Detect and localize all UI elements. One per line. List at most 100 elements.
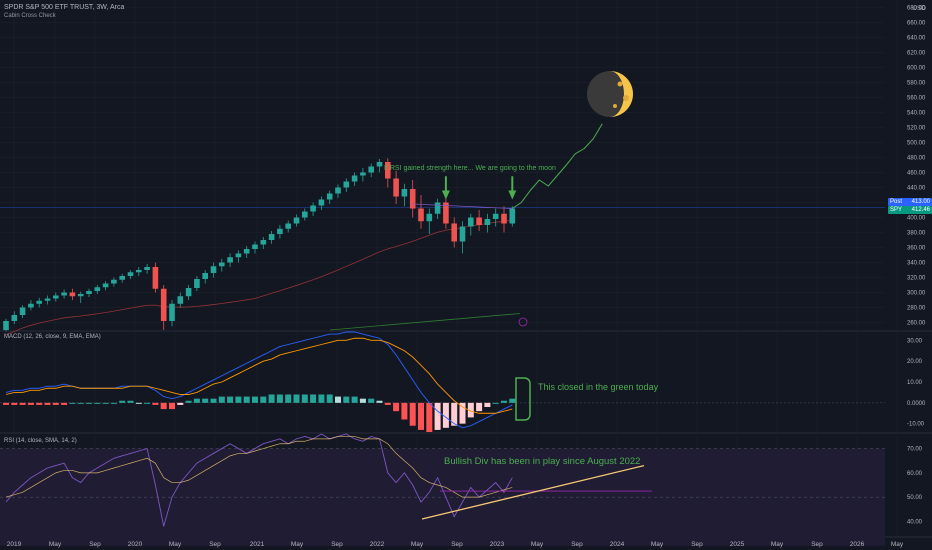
candle-body — [335, 187, 341, 194]
resistance-trendline — [412, 203, 513, 209]
candle-body — [260, 240, 267, 245]
macd-histogram-bar — [102, 402, 109, 404]
y-tick-label: 560.00 — [907, 96, 926, 102]
macd-histogram-bar — [235, 396, 242, 403]
candle-body — [136, 270, 142, 273]
macd-histogram-bar — [492, 402, 499, 404]
rsi-pane — [5, 433, 652, 527]
y-tick-label: 580.00 — [907, 81, 926, 87]
macd-histogram-bar — [326, 394, 333, 403]
macd-indicator-label[interactable]: MACD (12, 26, close, 9, EMA, EMA) — [4, 334, 101, 340]
long-moving-average-line — [329, 313, 521, 331]
candle-body — [360, 172, 366, 176]
macd-histogram-bar — [252, 396, 258, 403]
macd-histogram-bar — [467, 402, 474, 418]
candle-body — [11, 315, 18, 321]
bullish-divergence-trendline — [421, 464, 645, 520]
x-tick-label: Sep — [571, 541, 583, 548]
macd-histogram-bar — [268, 394, 275, 403]
x-tick-label: May — [169, 541, 182, 548]
moon-lit-side — [610, 71, 633, 117]
macd-histogram-bar — [44, 402, 51, 405]
macd-tick-label: 0.0000 — [907, 401, 926, 407]
x-tick-label: 2020 — [128, 541, 143, 548]
price-tag-spy-value: 412.46 — [911, 207, 930, 213]
price-tag-post-value: 413.00 — [911, 199, 930, 205]
macd-histogram-bar — [459, 402, 466, 424]
macd-histogram-bar — [227, 396, 234, 403]
macd-tick-label: 10.00 — [907, 380, 923, 386]
x-tick-label: May — [531, 541, 544, 548]
macd-histogram-bar — [36, 402, 43, 405]
signal-line — [5, 337, 513, 414]
macd-histogram-bar — [393, 402, 400, 412]
candle-body — [310, 205, 316, 212]
candle-body — [285, 223, 291, 229]
macd-histogram-bar — [276, 394, 283, 403]
candle-body — [194, 279, 200, 288]
moon-crater — [623, 95, 629, 101]
x-tick-label: 2022 — [370, 541, 385, 548]
x-tick-label: Sep — [691, 541, 703, 548]
axes: 2019 May Sep 2020 May Sep 2021 May Sep 2022 May Sep… — [7, 6, 926, 549]
y-tick-label: 260.00 — [907, 321, 926, 327]
rsi-indicator-label[interactable]: RSI (14, close, SMA, 14, 2) — [4, 438, 77, 444]
y-tick-label: 640.00 — [907, 36, 926, 42]
macd-histogram-bar — [135, 402, 142, 404]
macd-histogram-bar — [202, 398, 209, 403]
macd-histogram-bar — [426, 402, 433, 432]
candle-body — [492, 213, 499, 219]
macd-histogram-bar — [318, 394, 325, 403]
macd-tick-label: -10.00 — [907, 422, 925, 428]
macd-annotation: This closed in the green today — [538, 382, 659, 392]
macd-histogram-bar — [110, 402, 117, 404]
x-tick-label: Sep — [811, 541, 823, 548]
candle-body — [69, 292, 76, 297]
candle-body — [376, 162, 383, 167]
macd-histogram-bar — [376, 400, 383, 403]
candle-body — [277, 228, 283, 234]
price-tag-post: Post 413.00 — [888, 198, 932, 206]
candle-body — [219, 262, 225, 267]
candle-body — [484, 219, 491, 225]
candle-body — [509, 208, 516, 224]
macd-histogram-bar — [343, 396, 350, 403]
macd-histogram-bar — [77, 402, 84, 404]
y-tick-label: 440.00 — [907, 186, 926, 192]
y-tick-label: 500.00 — [907, 141, 926, 147]
macd-histogram-bar — [509, 398, 516, 403]
y-tick-label: 520.00 — [907, 126, 926, 132]
y-tick-label: 300.00 — [907, 291, 926, 297]
macd-histogram-bar — [86, 402, 92, 404]
macd-histogram-bar — [160, 402, 167, 410]
candle-body — [343, 181, 350, 188]
candle-body — [102, 283, 109, 288]
candle-body — [94, 287, 101, 291]
x-tick-label: May — [291, 541, 304, 548]
macd-histogram-bar — [193, 398, 200, 403]
macd-histogram-bar — [285, 394, 292, 403]
candle-body — [268, 234, 275, 240]
candle-body — [252, 244, 258, 249]
candle-body — [19, 307, 26, 315]
x-tick-label: May — [771, 541, 784, 548]
y-tick-label: 600.00 — [907, 66, 926, 72]
candle-body — [293, 217, 300, 224]
macd-histogram-bar — [293, 394, 300, 403]
macd-histogram-bar — [335, 396, 341, 403]
candle-body — [119, 276, 125, 280]
y-tick-label: 460.00 — [907, 171, 926, 177]
chart-title: SPDR S&P 500 ETF TRUST, 3W, Arca — [4, 4, 125, 11]
macd-histogram-bar — [152, 402, 159, 405]
macd-histogram-bar — [127, 400, 134, 403]
moon-crater — [617, 81, 623, 87]
macd-histogram-bar — [484, 402, 491, 407]
macd-histogram-bar — [119, 400, 126, 403]
x-tick-label: May — [651, 541, 664, 548]
candle-body — [235, 253, 242, 258]
candle-body — [468, 217, 474, 227]
price-tag-spy-label: SPY — [890, 207, 903, 213]
macd-histogram-bar — [476, 402, 483, 412]
macd-histogram-bar — [177, 402, 184, 405]
